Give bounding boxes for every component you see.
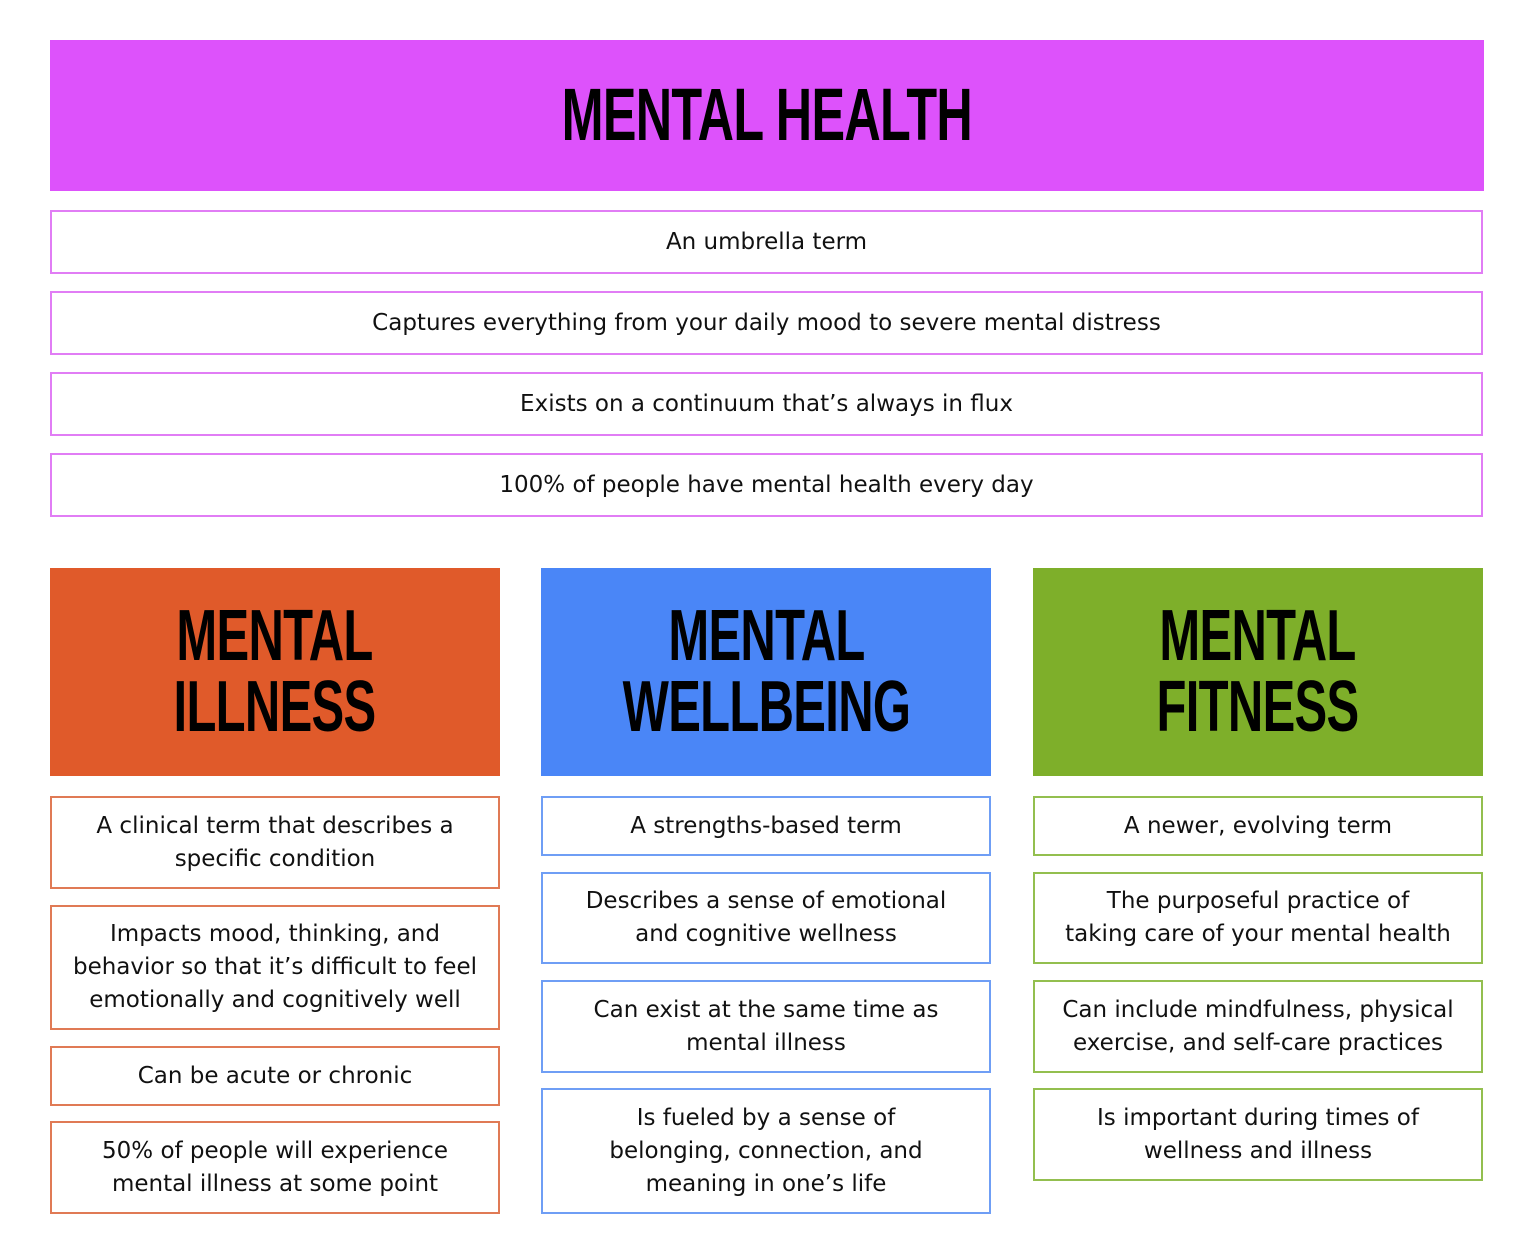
mental-fitness-item: Is important during times of wellness an… [1033, 1088, 1483, 1181]
mental-wellbeing-banner: MENTAL WELLBEING [541, 568, 991, 776]
mental-illness-item: Can be acute or chronic [50, 1046, 500, 1106]
mental-health-item: Exists on a continuum that’s always in f… [50, 372, 1483, 436]
mental-fitness-item: A newer, evolving term [1033, 796, 1483, 856]
mental-illness-item: A clinical term that describes a specifi… [50, 796, 500, 889]
mental-wellbeing-item: Is fueled by a sense of belonging, conne… [541, 1088, 991, 1214]
mental-health-banner: MENTAL HEALTH [50, 40, 1484, 191]
mental-health-title: MENTAL HEALTH [561, 73, 973, 157]
mental-fitness-title: MENTAL FITNESS [1157, 596, 1360, 747]
mental-wellbeing-item: Describes a sense of emotional and cogni… [541, 872, 991, 964]
mental-wellbeing-title: MENTAL WELLBEING [622, 596, 910, 747]
mental-illness-title: MENTAL ILLNESS [174, 596, 377, 747]
mental-fitness-banner: MENTAL FITNESS [1033, 568, 1483, 776]
mental-illness-banner: MENTAL ILLNESS [50, 568, 500, 776]
mental-health-item: 100% of people have mental health every … [50, 453, 1483, 517]
mental-illness-item: Impacts mood, thinking, and behavior so … [50, 905, 500, 1030]
mental-wellbeing-item: Can exist at the same time as mental ill… [541, 980, 991, 1073]
mental-fitness-item: Can include mindfulness, physical exerci… [1033, 980, 1483, 1073]
mental-health-item: An umbrella term [50, 210, 1483, 274]
mental-wellbeing-item: A strengths-based term [541, 796, 991, 856]
mental-fitness-item: The purposeful practice of taking care o… [1033, 872, 1483, 964]
mental-health-item: Captures everything from your daily mood… [50, 291, 1483, 355]
mental-illness-item: 50% of people will experience mental ill… [50, 1121, 500, 1214]
